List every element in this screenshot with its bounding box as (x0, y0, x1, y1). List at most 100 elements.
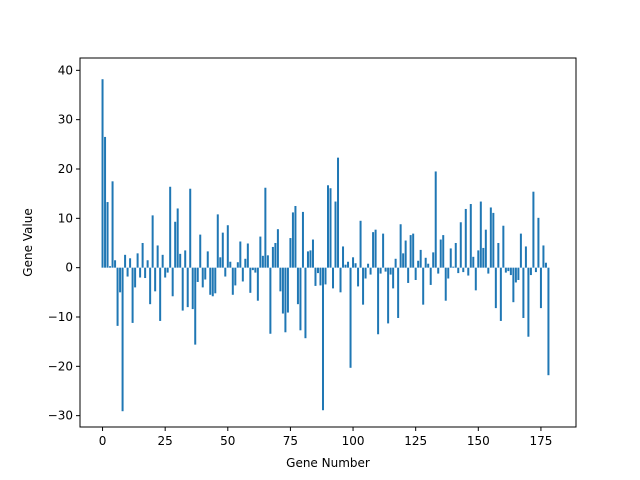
bar-77 (294, 205, 297, 268)
bar-10 (126, 267, 129, 277)
bar-171 (529, 267, 532, 276)
bar-2 (106, 202, 109, 268)
bar-39 (199, 234, 202, 268)
bar-126 (417, 260, 420, 268)
bar-167 (519, 233, 522, 268)
bar-61 (254, 267, 257, 273)
y-axis-label: Gene Value (21, 208, 35, 276)
bar-172 (532, 191, 535, 268)
bar-9 (124, 254, 127, 268)
bar-52 (231, 267, 234, 295)
bar-170 (527, 267, 530, 337)
bar-82 (306, 251, 309, 268)
bar-92 (332, 267, 335, 289)
bar-120 (402, 253, 405, 268)
bar-119 (399, 224, 402, 268)
bar-97 (344, 264, 347, 268)
bar-3 (109, 266, 112, 268)
bar-86 (316, 267, 319, 274)
bar-18 (146, 260, 149, 268)
bar-111 (379, 267, 382, 274)
bar-66 (266, 255, 269, 268)
bar-176 (542, 245, 545, 268)
bar-127 (419, 249, 422, 268)
bar-20 (151, 215, 154, 268)
bar-98 (347, 261, 350, 268)
bar-125 (414, 267, 417, 280)
bar-105 (364, 267, 367, 279)
bar-26 (166, 267, 169, 273)
bar-17 (144, 267, 147, 279)
bar-55 (239, 241, 242, 268)
bar-113 (384, 267, 387, 272)
bar-21 (154, 267, 157, 292)
y-tick-label: 40 (58, 63, 73, 77)
bar-112 (382, 233, 385, 268)
plot-frame (79, 57, 577, 428)
bar-94 (337, 157, 340, 268)
bar-163 (509, 267, 512, 276)
bar-7 (119, 267, 122, 293)
bar-174 (537, 217, 540, 268)
bar-175 (539, 267, 542, 309)
bar-177 (544, 262, 547, 268)
bar-68 (271, 246, 274, 268)
bar-91 (329, 188, 332, 268)
bar-139 (449, 248, 452, 268)
bar-140 (452, 266, 455, 268)
x-tick-label: 0 (99, 434, 107, 448)
bar-157 (494, 267, 497, 309)
bar-136 (442, 235, 445, 268)
bar-44 (211, 267, 214, 297)
x-tick-label: 50 (220, 434, 235, 448)
bar-108 (372, 232, 375, 268)
y-tick-label: 30 (58, 113, 73, 127)
bar-124 (412, 233, 415, 268)
bar-38 (196, 267, 199, 282)
bar-145 (464, 208, 467, 268)
bar-161 (504, 267, 507, 273)
bar-99 (349, 267, 352, 368)
bar-159 (499, 267, 502, 321)
bar-102 (357, 267, 360, 287)
bar-60 (251, 267, 254, 271)
bar-106 (367, 263, 370, 268)
bar-123 (409, 235, 412, 268)
bar-118 (397, 267, 400, 318)
bar-130 (427, 263, 430, 268)
bar-27 (169, 186, 172, 268)
bar-65 (264, 187, 267, 268)
bar-101 (354, 263, 357, 268)
bar-132 (432, 252, 435, 268)
y-tick-label: 10 (58, 211, 73, 225)
bar-53 (234, 267, 237, 286)
bar-72 (281, 267, 284, 314)
bar-134 (437, 267, 440, 274)
bar-173 (534, 267, 537, 273)
bar-116 (392, 267, 395, 289)
bar-158 (497, 242, 500, 268)
bar-13 (134, 267, 137, 288)
bar-160 (502, 225, 505, 268)
bar-103 (359, 220, 362, 268)
bar-49 (224, 267, 227, 277)
x-tick-label: 125 (404, 434, 427, 448)
y-axis-ticks: −30 −20 −10 0 10 20 30 40 (48, 63, 80, 423)
bar-40 (201, 267, 204, 288)
bar-88 (321, 267, 324, 411)
bar-28 (171, 267, 174, 297)
y-tick-label: −20 (48, 359, 73, 373)
bar-5 (114, 260, 117, 268)
bar-0 (101, 79, 104, 268)
bar-78 (296, 267, 299, 305)
bar-12 (131, 267, 134, 323)
bar-43 (209, 267, 212, 295)
x-axis-label: Gene Number (286, 456, 370, 470)
bar-62 (256, 267, 259, 301)
bar-29 (174, 221, 177, 268)
y-tick-label: −30 (48, 409, 73, 423)
bar-147 (469, 204, 472, 268)
bar-122 (407, 267, 410, 283)
